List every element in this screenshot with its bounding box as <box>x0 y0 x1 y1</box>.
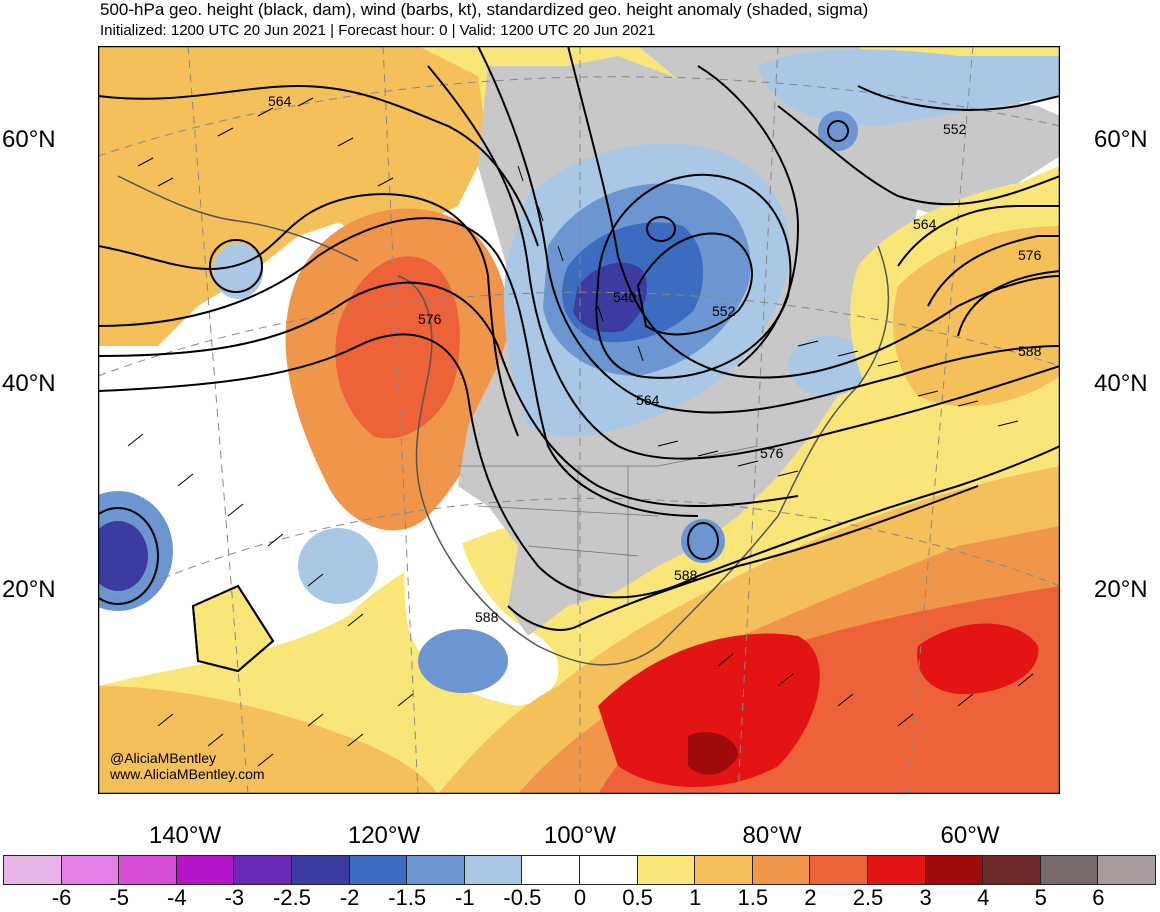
colorbar-swatch <box>348 855 408 885</box>
colorbar-swatch <box>175 855 235 885</box>
contour-label: 552 <box>943 121 967 137</box>
colorbar-tick-label: -0.5 <box>503 885 542 910</box>
colorbar-swatch <box>233 855 292 885</box>
colorbar-swatch <box>1039 855 1099 885</box>
lat-label-40-right: 40°N <box>1094 370 1148 397</box>
lat-label-40-left: 40°N <box>2 370 56 397</box>
colorbar-tick-label: 4 <box>977 885 990 910</box>
colorbar-swatch <box>118 855 177 885</box>
colorbar-swatch <box>982 855 1041 885</box>
anomaly-trough-core <box>573 262 647 333</box>
colorbar-swatch <box>60 855 120 885</box>
borders <box>458 445 759 606</box>
colorbar-swatch <box>406 855 465 885</box>
weather-map: 564 552 564 576 588 576 540 552 564 576 … <box>98 46 1060 794</box>
colorbar-tick-label: -1.5 <box>388 885 427 910</box>
colorbar-tick-label: -2 <box>339 885 360 910</box>
colorbar-swatch <box>578 855 638 885</box>
colorbar-tick-label: 1 <box>689 885 702 910</box>
colorbar-swatch <box>463 855 523 885</box>
colorbar-swatch <box>1097 855 1156 885</box>
colorbar-swatch <box>3 855 62 885</box>
colorbar-tick-label: -5 <box>109 885 129 910</box>
credit-website: www.AliciaMBentley.com <box>110 766 265 782</box>
anomaly-warm-core <box>598 633 820 787</box>
colorbar-tick-label: -6 <box>51 885 72 910</box>
lat-label-20-right: 20°N <box>1094 576 1148 603</box>
colorbar-swatch <box>866 855 926 885</box>
colorbar <box>3 855 1156 885</box>
lat-label-20-left: 20°N <box>2 576 56 603</box>
colorbar-tick-label: 2 <box>804 885 817 910</box>
colorbar-swatch <box>809 855 868 885</box>
graticule <box>98 46 1060 794</box>
colorbar-tick-label: 3 <box>919 885 932 910</box>
colorbar-tick-label: 5 <box>1034 885 1047 910</box>
credit-handle: @AliciaMBentley <box>110 750 217 766</box>
coastline <box>397 245 890 666</box>
colorbar-swatch <box>751 855 811 885</box>
anomaly-ridge-atlantic <box>893 226 1060 407</box>
colorbar-tick-label: -3 <box>224 885 245 910</box>
height-contours <box>98 46 1060 673</box>
contour-label: 552 <box>712 303 736 319</box>
contour-label: 576 <box>418 311 442 327</box>
contour-label: 588 <box>475 609 499 625</box>
contour-label: 576 <box>1018 247 1042 263</box>
map-subtitle: Initialized: 1200 UTC 20 Jun 2021 | Fore… <box>100 22 656 39</box>
contour-label: 588 <box>674 567 698 583</box>
colorbar-tick-label: -4 <box>167 885 187 910</box>
colorbar-swatch <box>694 855 753 885</box>
colorbar-swatch <box>636 855 696 885</box>
colorbar-tick-label: 6 <box>1092 885 1105 910</box>
wind-barbs <box>127 97 1034 767</box>
colorbar-tick-label: 0.5 <box>622 885 653 910</box>
contour-label: 540 <box>613 289 637 305</box>
anomaly-ridge-core <box>335 256 460 439</box>
colorbar-swatch <box>290 855 350 885</box>
colorbar-tick-label: 1.5 <box>737 885 769 910</box>
contour-label: 564 <box>268 93 292 109</box>
colorbar-tick-label: -1 <box>455 885 475 910</box>
lon-label-80w: 80°W <box>742 822 802 849</box>
lat-label-60-left: 60°N <box>2 126 56 153</box>
contour-label: 576 <box>760 445 784 461</box>
colorbar-tick-label: 0 <box>573 885 587 910</box>
colorbar-swatch <box>924 855 984 885</box>
contour-label: 564 <box>636 392 660 408</box>
map-title: 500-hPa geo. height (black, dam), wind (… <box>100 0 869 19</box>
contour-label: 564 <box>913 216 937 232</box>
lon-label-60w: 60°W <box>940 822 1000 849</box>
colorbar-tick-label: -2.5 <box>273 885 311 910</box>
lon-label-120w: 120°W <box>347 822 421 849</box>
lon-label-140w: 140°W <box>148 822 222 849</box>
contour-label: 588 <box>1018 343 1042 359</box>
colorbar-swatch <box>521 855 580 885</box>
lat-label-60-right: 60°N <box>1094 126 1148 153</box>
lon-label-100w: 100°W <box>543 822 617 849</box>
map-frame <box>98 46 1060 794</box>
colorbar-tick-label: 2.5 <box>852 885 884 910</box>
